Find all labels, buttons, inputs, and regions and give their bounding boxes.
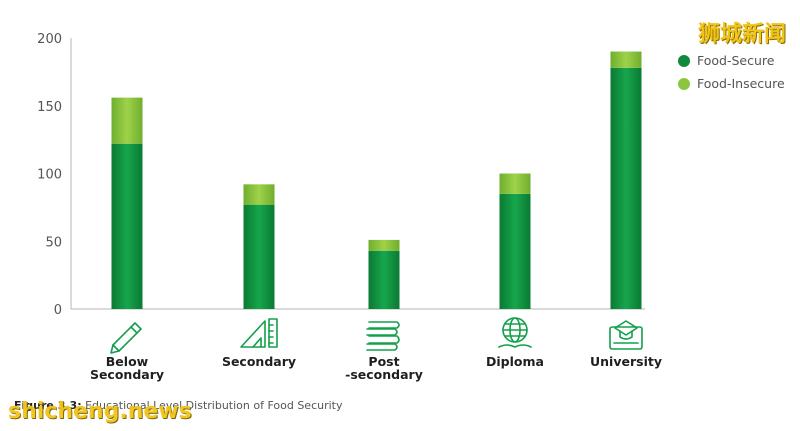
y-tick-label: 150: [37, 100, 62, 115]
bar-food-insecure: [111, 97, 143, 144]
bars: [111, 51, 642, 309]
globe-book-icon: [498, 317, 532, 348]
watermark-bottom-left: shicheng.news: [8, 399, 192, 424]
legend-label-food-secure: Food-Secure: [697, 53, 775, 68]
bar-food-insecure: [610, 51, 642, 68]
graduation-cap-icon: [609, 320, 643, 350]
category-labels: Below Secondary Secondary Post -secondary Dip…: [90, 354, 662, 382]
x-category-label: Secondary: [222, 354, 296, 369]
bar-food-secure: [368, 250, 400, 309]
x-category-label: University: [590, 354, 662, 369]
bar-food-secure: [111, 143, 143, 309]
bar-food-secure: [499, 193, 531, 309]
watermark-top-right: 狮城新闻: [697, 22, 786, 47]
y-tick-label: 50: [45, 235, 62, 250]
legend-swatch-food-insecure: [678, 78, 690, 90]
figure-caption-text: Educational Level Distribution of Food S…: [85, 399, 343, 412]
y-axis-ticks: 0 50 100 150 200: [37, 32, 62, 318]
bar-food-secure: [610, 67, 642, 309]
legend: Food-Secure Food-Insecure: [678, 53, 785, 91]
x-category-label: Diploma: [486, 354, 544, 369]
y-tick-label: 100: [37, 168, 62, 183]
bar-food-insecure: [368, 239, 400, 251]
ruler-set-icon: [240, 318, 278, 348]
x-category-label: Post -secondary: [345, 354, 423, 382]
books-icon: [366, 321, 400, 351]
figure-caption: Figure 3.3: Educational Level Distributi…: [14, 399, 343, 412]
pencil-icon: [110, 322, 142, 354]
legend-swatch-food-secure: [678, 55, 690, 67]
bar-food-insecure: [499, 173, 531, 194]
bar-food-secure: [243, 204, 275, 309]
figure-number: Figure 3.3:: [14, 399, 82, 412]
y-tick-label: 200: [37, 32, 62, 47]
y-tick-label: 0: [54, 303, 62, 318]
legend-label-food-insecure: Food-Insecure: [697, 76, 785, 91]
x-category-label: Below Secondary: [90, 354, 164, 382]
bar-food-insecure: [243, 184, 275, 205]
